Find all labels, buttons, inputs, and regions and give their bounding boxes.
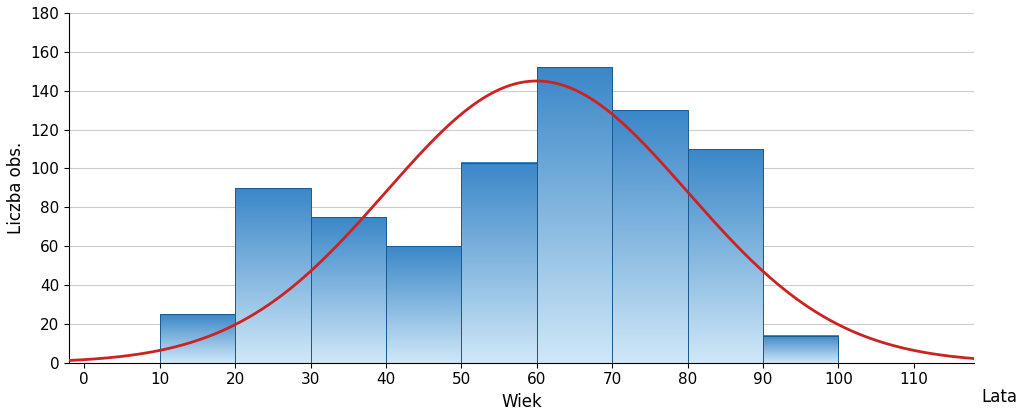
Bar xyxy=(687,149,763,363)
Bar xyxy=(763,336,839,363)
Bar xyxy=(386,246,462,363)
Bar xyxy=(462,163,537,363)
Bar xyxy=(537,67,612,363)
Text: Lata: Lata xyxy=(981,388,1017,406)
X-axis label: Wiek: Wiek xyxy=(502,393,542,411)
Bar xyxy=(236,188,310,363)
Y-axis label: Liczba obs.: Liczba obs. xyxy=(7,142,25,234)
Bar xyxy=(612,110,687,363)
Bar xyxy=(310,217,386,363)
Bar xyxy=(160,314,236,363)
